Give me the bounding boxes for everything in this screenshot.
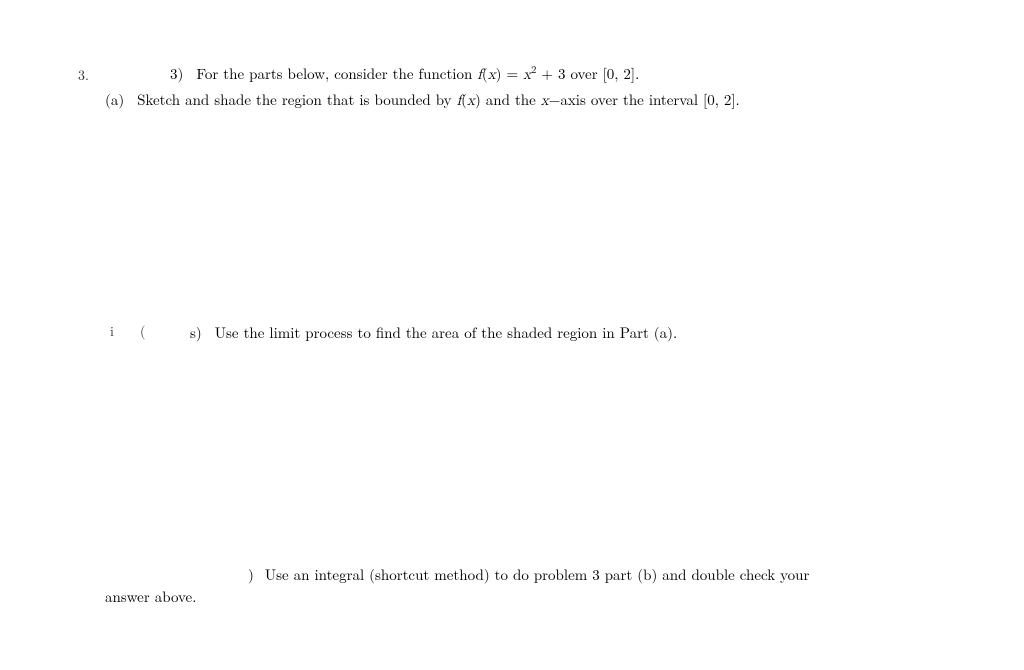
q3-text-pre: For the parts below, consider the functi… — [196, 63, 477, 84]
part-a-fx-x: x — [467, 93, 475, 108]
q3-func-lhs-x: x — [488, 67, 496, 82]
part-b-paren: ( — [140, 322, 145, 342]
part-c-line2: answer above. — [105, 586, 196, 607]
part-a-text-pre: Sketch and shade the region that is boun… — [137, 89, 456, 110]
problem-number-main: 3. — [78, 65, 89, 85]
part-a-xvar: x — [541, 93, 549, 108]
part-a-text-post: −axis over the interval [0, 2]. — [549, 89, 740, 110]
part-b-text: Use the limit process to find the area o… — [215, 322, 677, 343]
part-a-label: (a) — [105, 89, 124, 110]
part-c-tail: answer above. — [105, 586, 196, 607]
part-c-text: Use an integral (shortcut method) to do … — [265, 564, 810, 585]
part-b-marker: s) — [190, 322, 202, 343]
part-b-i: i — [110, 322, 114, 342]
part-a-text-mid: and the — [481, 89, 541, 110]
part-c-marker: ) — [248, 564, 254, 585]
part-b-line: s) Use the limit process to find the are… — [190, 322, 677, 343]
q3-rhs-x: x — [523, 67, 531, 82]
q3-rhs-tail: + 3 over [0, 2]. — [536, 63, 639, 84]
q3-func-lhs-close: ) = — [496, 63, 524, 84]
q3-marker: 3) — [170, 63, 183, 84]
part-c-line1: ) Use an integral (shortcut method) to d… — [248, 564, 809, 585]
part-a-line: (a) Sketch and shade the region that is … — [105, 89, 740, 111]
question-3-line: 3) For the parts below, consider the fun… — [170, 63, 639, 85]
